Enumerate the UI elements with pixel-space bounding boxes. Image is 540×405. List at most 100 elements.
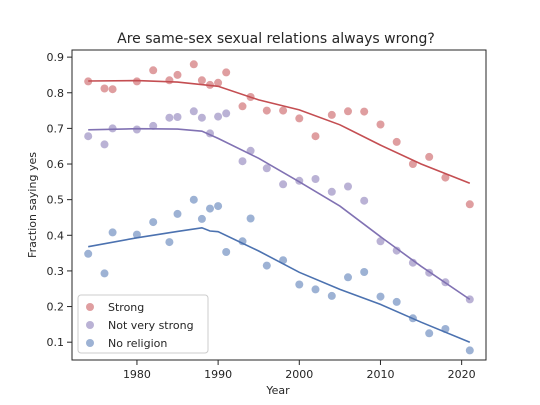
point-not-very-strong — [262, 164, 271, 173]
legend-label-no-religion: No religion — [108, 337, 167, 350]
point-not-very-strong — [392, 246, 401, 255]
point-strong — [222, 68, 231, 77]
chart-title: Are same-sex sexual relations always wro… — [117, 31, 435, 47]
x-tick-label: 2000 — [285, 368, 313, 381]
y-tick-label: 0.5 — [47, 194, 65, 207]
point-no-religion — [197, 214, 206, 223]
point-strong — [311, 132, 320, 141]
point-no-religion — [132, 230, 141, 239]
point-no-religion — [165, 238, 174, 247]
point-no-religion — [100, 269, 109, 278]
point-strong — [197, 76, 206, 85]
point-not-very-strong — [132, 125, 141, 134]
point-not-very-strong — [108, 124, 117, 133]
point-no-religion — [441, 325, 450, 333]
x-axis: 1980 1990 2000 2010 2020 — [123, 360, 476, 381]
point-not-very-strong — [197, 113, 206, 122]
point-not-very-strong — [238, 157, 247, 166]
point-no-religion — [238, 237, 247, 246]
point-not-very-strong — [311, 175, 320, 183]
point-strong — [376, 120, 385, 129]
point-strong — [206, 80, 214, 89]
point-no-religion — [311, 285, 320, 294]
point-no-religion — [425, 329, 434, 338]
point-no-religion — [206, 204, 214, 213]
point-strong — [279, 106, 288, 115]
point-strong — [214, 78, 223, 87]
point-not-very-strong — [84, 132, 93, 141]
point-strong — [262, 106, 271, 115]
point-not-very-strong — [246, 146, 255, 155]
point-no-religion — [173, 209, 182, 218]
point-not-very-strong — [100, 140, 109, 149]
point-no-religion — [189, 195, 198, 204]
point-strong — [100, 84, 109, 93]
y-axis: 0.1 0.2 0.3 0.4 0.5 0.6 0.7 0.8 0.9 — [47, 51, 72, 349]
x-tick-label: 2010 — [366, 368, 394, 381]
point-no-religion — [360, 268, 369, 276]
legend: Strong Not very strong No religion — [77, 294, 209, 354]
y-tick-label: 0.1 — [47, 336, 65, 349]
point-strong — [425, 152, 434, 161]
point-strong — [465, 200, 474, 209]
point-strong — [108, 85, 117, 94]
point-strong — [149, 66, 158, 75]
y-tick-label: 0.7 — [47, 122, 65, 135]
trend-line-no-religion — [88, 226, 471, 343]
point-not-very-strong — [360, 196, 369, 205]
point-not-very-strong — [165, 113, 174, 122]
point-strong — [189, 60, 198, 69]
point-not-very-strong — [295, 176, 304, 185]
point-strong — [132, 77, 141, 86]
point-not-very-strong — [222, 109, 231, 118]
y-tick-label: 0.3 — [47, 265, 65, 278]
point-not-very-strong — [344, 182, 352, 191]
point-strong — [238, 102, 247, 111]
point-not-very-strong — [214, 112, 223, 121]
point-not-very-strong — [173, 113, 182, 121]
x-axis-label: Year — [265, 384, 290, 397]
plot-area-frame — [71, 49, 487, 361]
point-no-religion — [392, 297, 401, 306]
y-tick-label: 0.4 — [47, 229, 65, 242]
y-tick-label: 0.2 — [47, 301, 65, 314]
point-no-religion — [376, 292, 385, 301]
point-no-religion — [327, 291, 336, 300]
point-no-religion — [214, 202, 223, 211]
point-no-religion — [262, 261, 271, 270]
legend-box — [77, 294, 209, 354]
point-strong — [246, 93, 255, 101]
point-strong — [295, 114, 304, 123]
point-no-religion — [344, 273, 352, 282]
point-not-very-strong — [327, 187, 336, 196]
point-strong — [392, 137, 401, 146]
point-no-religion — [295, 280, 304, 289]
point-strong — [327, 110, 336, 119]
point-not-very-strong — [279, 180, 288, 189]
trend-lines — [88, 79, 471, 343]
y-tick-label: 0.9 — [47, 51, 65, 64]
legend-label-strong: Strong — [108, 301, 144, 314]
point-no-religion — [149, 218, 158, 227]
point-no-religion — [246, 214, 255, 223]
point-strong — [165, 76, 174, 85]
point-strong — [360, 107, 369, 116]
point-strong — [173, 70, 182, 79]
trend-line-not-very-strong — [88, 127, 471, 301]
legend-label-not-very-strong: Not very strong — [108, 319, 194, 332]
point-strong — [344, 107, 352, 116]
point-not-very-strong — [465, 295, 474, 304]
point-no-religion — [465, 346, 474, 355]
legend-marker-not-very-strong — [86, 321, 94, 329]
point-not-very-strong — [425, 268, 434, 277]
point-no-religion — [279, 256, 288, 265]
point-not-very-strong — [441, 278, 450, 287]
point-not-very-strong — [206, 129, 214, 138]
point-not-very-strong — [149, 121, 158, 130]
legend-marker-strong — [86, 303, 94, 311]
point-strong — [441, 173, 450, 182]
point-not-very-strong — [408, 258, 417, 267]
point-no-religion — [108, 228, 117, 237]
